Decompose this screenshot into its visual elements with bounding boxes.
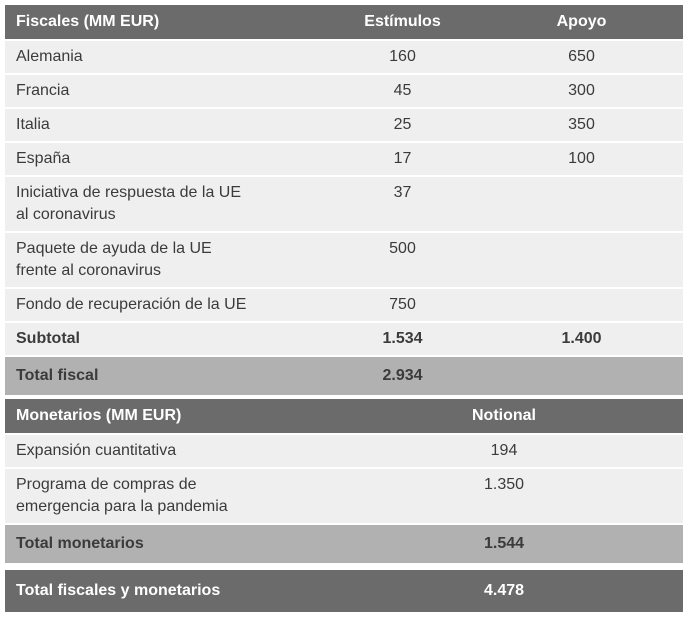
total-fiscal-label: Total fiscal xyxy=(16,367,99,384)
subtotal-label: Subtotal xyxy=(16,330,80,347)
row-label: Paquete de ayuda de la UE frente al coro… xyxy=(16,240,212,279)
row-label: Italia xyxy=(16,116,50,133)
column-header-estimulos: Estímulos xyxy=(364,13,441,30)
row-value-notional: 1.350 xyxy=(483,476,525,493)
row-value-apoyo: 300 xyxy=(568,82,595,99)
table-row-espana: España 17 100 xyxy=(5,143,683,175)
row-label: Programa de compras de emergencia para l… xyxy=(16,476,228,515)
table-row-francia: Francia 45 300 xyxy=(5,75,683,107)
subtotal-value-apoyo: 1.400 xyxy=(561,330,602,347)
fiscal-section-title: Fiscales (MM EUR) xyxy=(16,13,160,30)
column-header-apoyo: Apoyo xyxy=(556,13,607,30)
monetary-header-row: Monetarios (MM EUR) Notional xyxy=(5,399,683,433)
subtotal-row: Subtotal 1.534 1.400 xyxy=(5,323,683,355)
row-value-estimulos: 25 xyxy=(393,116,412,133)
table-row-programa-compras: Programa de compras de emergencia para l… xyxy=(5,469,683,523)
row-value-notional: 194 xyxy=(490,442,518,459)
row-value-apoyo: 350 xyxy=(568,116,595,133)
row-label: Fondo de recuperación de la UE xyxy=(16,296,247,313)
row-value-estimulos: 750 xyxy=(389,296,416,313)
total-fiscal-value: 2.934 xyxy=(382,367,423,384)
row-value-estimulos: 45 xyxy=(393,82,412,99)
total-fiscal-row: Total fiscal 2.934 xyxy=(5,357,683,395)
table-row-alemania: Alemania 160 650 xyxy=(5,41,683,73)
fiscal-header-row: Fiscales (MM EUR) Estímulos Apoyo xyxy=(5,5,683,39)
table-row-expansion-cuantitativa: Expansión cuantitativa 194 xyxy=(5,435,683,467)
row-value-estimulos: 160 xyxy=(389,48,416,65)
monetary-section-title: Monetarios (MM EUR) xyxy=(16,407,182,424)
grand-total-value: 4.478 xyxy=(483,582,525,599)
row-value-estimulos: 500 xyxy=(389,240,416,257)
table-row-italia: Italia 25 350 xyxy=(5,109,683,141)
row-label: Francia xyxy=(16,82,70,99)
grand-total-label: Total fiscales y monetarios xyxy=(16,582,221,599)
grand-total-row: Total fiscales y monetarios 4.478 xyxy=(5,570,683,612)
row-label: Iniciativa de respuesta de la UE al coro… xyxy=(16,184,242,223)
column-header-notional: Notional xyxy=(472,407,536,424)
table-row-paquete-ue: Paquete de ayuda de la UE frente al coro… xyxy=(5,233,683,287)
row-label: Expansión cuantitativa xyxy=(16,442,177,459)
row-value-estimulos: 17 xyxy=(393,150,412,167)
row-label: Alemania xyxy=(16,48,83,65)
row-value-estimulos: 37 xyxy=(393,184,412,201)
table-row-fondo-recuperacion: Fondo de recuperación de la UE 750 xyxy=(5,289,683,321)
total-monetary-label: Total monetarios xyxy=(16,535,144,552)
total-monetary-row: Total monetarios 1.544 xyxy=(5,525,683,563)
row-value-apoyo: 650 xyxy=(568,48,595,65)
row-label: España xyxy=(16,150,71,167)
table-row-iniciativa-ue: Iniciativa de respuesta de la UE al coro… xyxy=(5,177,683,231)
row-value-apoyo: 100 xyxy=(568,150,595,167)
subtotal-value-estimulos: 1.534 xyxy=(382,330,423,347)
total-monetary-value: 1.544 xyxy=(483,535,525,552)
